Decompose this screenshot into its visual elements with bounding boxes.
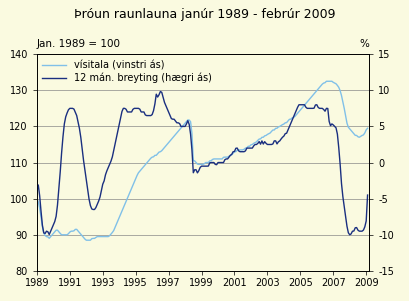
vísitala (vinstri ás) bbox=[222, 155, 227, 159]
vísitala (vinstri ás) bbox=[83, 238, 88, 242]
12 mán. breyting (hægri ás) bbox=[211, 161, 216, 164]
Line: 12 mán. breyting (hægri ás): 12 mán. breyting (hægri ás) bbox=[37, 92, 367, 235]
12 mán. breyting (hægri ás) bbox=[346, 233, 351, 237]
Line: vísitala (vinstri ás): vísitala (vinstri ás) bbox=[37, 81, 367, 240]
vísitala (vinstri ás) bbox=[255, 138, 260, 142]
vísitala (vinstri ás) bbox=[211, 157, 216, 161]
Text: Þróun raunlauna janúr 1989 - febrúr 2009: Þróun raunlauna janúr 1989 - febrúr 2009 bbox=[74, 8, 335, 20]
vísitala (vinstri ás) bbox=[34, 197, 39, 200]
Text: %: % bbox=[358, 39, 368, 49]
12 mán. breyting (hægri ás) bbox=[157, 90, 162, 93]
12 mán. breyting (hægri ás) bbox=[152, 102, 157, 106]
vísitala (vinstri ás) bbox=[323, 79, 328, 83]
vísitala (vinstri ás) bbox=[153, 154, 158, 157]
12 mán. breyting (hægri ás) bbox=[34, 190, 39, 193]
Text: Jan. 1989 = 100: Jan. 1989 = 100 bbox=[37, 39, 121, 49]
12 mán. breyting (hægri ás) bbox=[222, 158, 227, 162]
12 mán. breyting (hægri ás) bbox=[364, 193, 369, 197]
Legend: vísitala (vinstri ás), 12 mán. breyting (hægri ás): vísitala (vinstri ás), 12 mán. breyting … bbox=[40, 58, 213, 85]
vísitala (vinstri ás) bbox=[207, 159, 212, 163]
vísitala (vinstri ás) bbox=[45, 235, 50, 239]
vísitala (vinstri ás) bbox=[364, 126, 369, 130]
12 mán. breyting (hægri ás) bbox=[255, 141, 260, 145]
12 mán. breyting (hægri ás) bbox=[45, 230, 50, 234]
12 mán. breyting (hægri ás) bbox=[207, 161, 212, 165]
